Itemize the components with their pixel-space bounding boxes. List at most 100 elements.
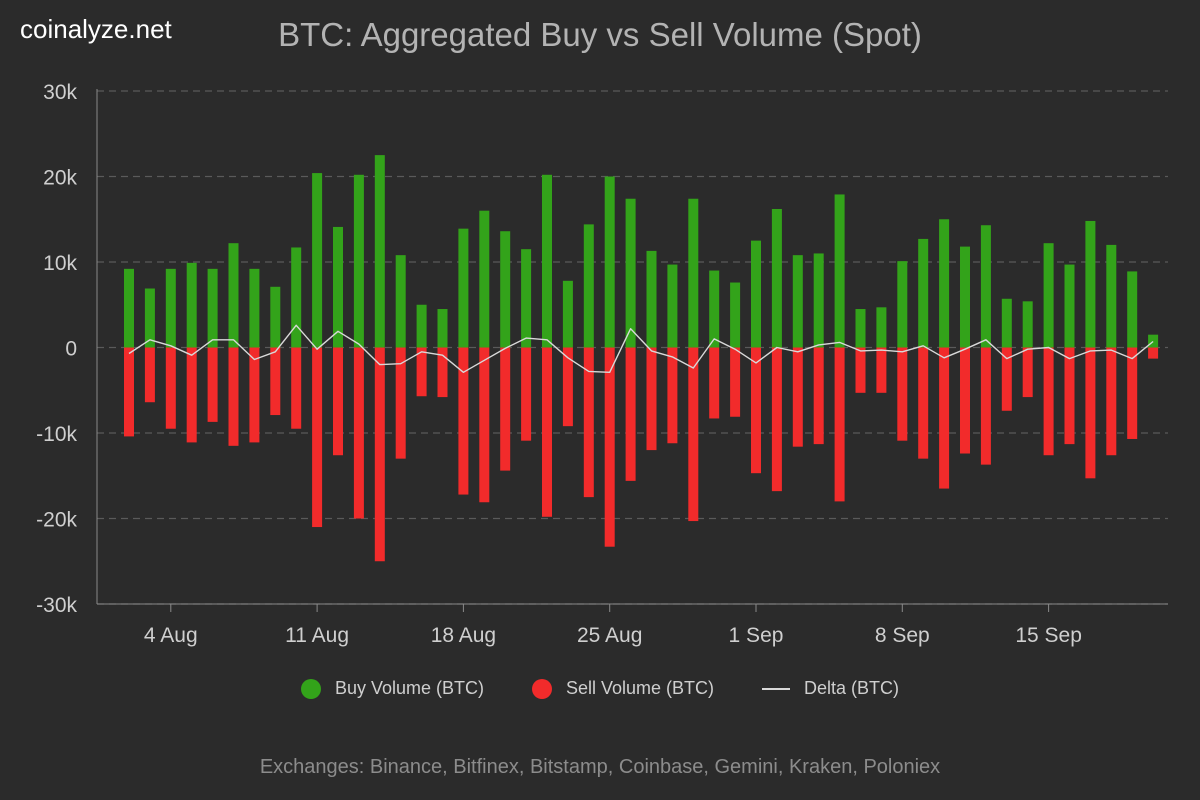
x-tick-label: 11 Aug [285, 624, 349, 647]
buy-bar [395, 255, 406, 348]
sell-bar [186, 347, 197, 443]
sell-bar [667, 347, 678, 444]
buy-bar [751, 240, 761, 348]
buy-bar [688, 198, 699, 348]
sell-bar [458, 347, 469, 495]
x-tick-label: 1 Sep [729, 624, 784, 647]
buy-bar [646, 250, 657, 348]
buy-bar [437, 309, 448, 348]
delta-line-layer [128, 324, 1154, 373]
sell-bar [730, 347, 741, 417]
legend-item-sell[interactable]: Sell Volume (BTC) [531, 678, 715, 699]
sell-bar [751, 347, 761, 474]
sell-bar [228, 347, 239, 446]
sell-bar [291, 347, 302, 429]
y-tick-label: 30k [43, 81, 77, 104]
buy-bar [562, 280, 573, 348]
sell-bar [165, 347, 176, 429]
sell-bar [395, 347, 406, 459]
sell-bar [144, 347, 155, 403]
legend-label-buy: Buy Volume (BTC) [334, 678, 484, 698]
buy-bar [960, 246, 970, 348]
y-tick-label: -10k [36, 423, 77, 446]
delta-line-icon [762, 687, 791, 690]
buy-bar [312, 173, 323, 348]
buy-bar [124, 268, 134, 348]
buy-bar [333, 226, 343, 348]
sell-bar [855, 347, 866, 393]
x-tick-label: 4 Aug [144, 624, 198, 647]
buy-bar [207, 268, 218, 348]
sell-bar [688, 347, 699, 522]
y-tick-label: 0 [65, 338, 77, 361]
sell-bar [834, 347, 845, 502]
sell-bar [771, 347, 782, 492]
axis-layer: 30k 20k 10k 0 -10k -20k -30k 4 Aug 11 Aug 18 Aug 2… [36, 81, 1168, 647]
y-tick-label: -30k [36, 594, 77, 617]
sell-bar [312, 347, 323, 528]
exchanges-footer: Exchanges: Binance, Bitfinex, Bitstamp, … [259, 756, 941, 778]
sell-bar [1022, 347, 1033, 398]
buy-bar [291, 247, 302, 348]
sell-bar [876, 347, 887, 393]
sell-bar [960, 347, 970, 454]
buy-bar [792, 255, 803, 348]
buy-bar [939, 219, 950, 348]
sell-bar [625, 347, 636, 481]
bars-layer [124, 155, 1159, 562]
sell-bar [500, 347, 511, 471]
legend-label-delta: Delta (BTC) [804, 678, 900, 698]
sell-bar [270, 347, 281, 416]
legend-item-buy[interactable]: Buy Volume (BTC) [300, 678, 484, 699]
y-tick-label: -20k [36, 509, 77, 532]
buy-bar [709, 270, 720, 348]
buy-bar [771, 208, 782, 348]
buy-bar [521, 249, 532, 348]
sell-bar [709, 347, 720, 419]
sell-bar [1043, 347, 1054, 456]
buy-bar [374, 155, 385, 348]
buy-bar [165, 268, 176, 348]
sell-bar [437, 347, 448, 398]
sell-bar [813, 347, 824, 445]
buy-bar [813, 253, 824, 348]
sell-bar [980, 347, 991, 465]
legend-label-sell: Sell Volume (BTC) [565, 678, 715, 698]
delta-line [128, 324, 1154, 373]
buy-bar [1043, 243, 1054, 348]
sell-bar [939, 347, 950, 489]
sell-bar [124, 347, 134, 437]
chart-title: BTC: Aggregated Buy vs Sell Volume (Spot… [278, 16, 922, 53]
sell-bar [353, 347, 364, 519]
y-tick-label: 20k [43, 167, 77, 190]
buy-bar [144, 288, 155, 348]
buy-bar [186, 262, 197, 348]
buy-bar [416, 304, 427, 348]
sell-bar [646, 347, 657, 451]
buy-bar [1064, 264, 1075, 348]
buy-bar [667, 264, 678, 348]
buy-bar [604, 176, 615, 348]
sell-bar [1001, 347, 1012, 411]
buy-bar [855, 309, 866, 348]
buy-bar [1127, 271, 1138, 348]
sell-bar [1106, 347, 1117, 456]
buy-bar [270, 286, 281, 348]
sell-bar [333, 347, 343, 456]
buy-bar [458, 228, 469, 348]
buy-bar [980, 225, 991, 348]
brand-logo-text[interactable]: coinalyze.net [20, 14, 172, 44]
legend: Buy Volume (BTC) Sell Volume (BTC) Delta… [0, 678, 1200, 699]
sell-bar [792, 347, 803, 447]
buy-bar [918, 238, 929, 348]
buy-bar [876, 307, 887, 348]
sell-bar [374, 347, 385, 562]
sell-bar [1064, 347, 1075, 445]
legend-item-delta[interactable]: Delta (BTC) [762, 678, 899, 699]
sell-bar [604, 347, 615, 547]
buy-bar [1022, 301, 1033, 348]
buy-bar [353, 174, 364, 348]
buy-bar [625, 198, 636, 348]
